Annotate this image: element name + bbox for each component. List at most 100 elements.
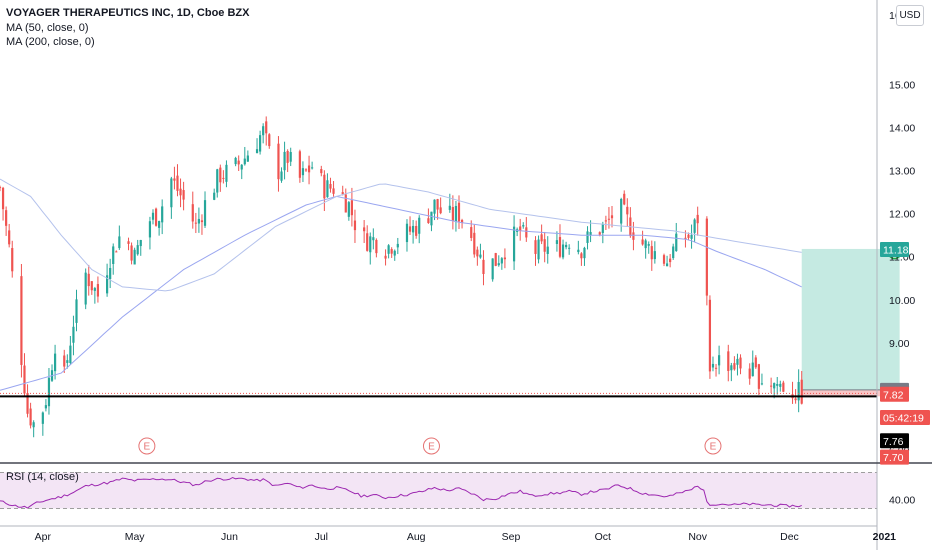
candle-body — [632, 232, 635, 240]
candle-body — [246, 155, 249, 162]
price-tag-label: 05:42:19 — [883, 413, 924, 425]
target-zone — [801, 248, 900, 390]
candle-body — [75, 299, 78, 323]
candles — [0, 116, 803, 438]
candle-body — [268, 134, 271, 147]
candle-body — [219, 167, 222, 183]
earnings-marker-icon — [704, 437, 722, 455]
stop-zone — [801, 389, 900, 397]
rsi-legend[interactable]: RSI (14, close) — [6, 471, 79, 483]
candle-body — [66, 360, 69, 363]
candle-body — [439, 207, 442, 214]
candle-body — [733, 363, 736, 370]
symbol-title[interactable]: VOYAGER THERAPEUTICS INC, 1D, Cboe BZX — [6, 7, 250, 19]
candle-body — [265, 121, 268, 134]
candle-body — [669, 258, 672, 263]
candle-body — [672, 246, 675, 259]
candle-body — [586, 231, 589, 243]
candle-body — [353, 220, 357, 231]
candle-body — [577, 249, 580, 253]
earnings-marker-icon — [138, 437, 156, 455]
earnings-marker-label: E — [710, 442, 717, 453]
candle-body — [503, 257, 506, 260]
candle-body — [47, 377, 51, 407]
candle-body — [8, 230, 11, 245]
candle-body — [0, 187, 2, 189]
candle-body — [350, 200, 353, 216]
candle-body — [63, 355, 66, 367]
candle-body — [540, 234, 543, 242]
candle-body — [90, 281, 93, 291]
currency-button[interactable]: USD — [896, 5, 924, 26]
candle-body — [604, 220, 607, 222]
candle-body — [782, 382, 785, 392]
candle-body — [770, 385, 773, 387]
candle-body — [203, 200, 207, 226]
price-axis-label: 10.00 — [889, 295, 915, 307]
candle-body — [408, 226, 412, 232]
candle-body — [20, 276, 23, 365]
candle-body — [323, 174, 326, 199]
candle-body — [84, 272, 87, 305]
price-axis-label: 14.00 — [889, 122, 915, 134]
earnings-marker-label: E — [144, 442, 151, 453]
candle-body — [662, 255, 666, 264]
candle-body — [454, 205, 458, 222]
candle-body — [650, 246, 653, 260]
candle-body — [415, 225, 418, 236]
candle-body — [240, 164, 243, 170]
price-tag-bg — [880, 433, 909, 449]
candle-body — [53, 353, 57, 372]
candle-body — [329, 183, 332, 189]
ma200-line — [0, 178, 802, 292]
horizontal-level[interactable] — [0, 392, 877, 398]
candle-body — [665, 263, 669, 267]
candle-body — [197, 218, 200, 224]
candle-body — [225, 164, 228, 182]
ma50-line — [0, 195, 802, 391]
candle-body — [482, 259, 485, 275]
candle-body — [375, 239, 378, 254]
candle-body — [558, 237, 562, 257]
ma50-legend[interactable]: MA (50, close, 0) — [6, 21, 89, 34]
candle-body — [170, 178, 173, 208]
candle-body — [522, 225, 525, 227]
candle-body — [304, 169, 308, 171]
candle-body — [561, 244, 565, 258]
candle-body — [537, 239, 540, 260]
ma200-legend[interactable]: MA (200, close, 0) — [6, 36, 95, 48]
candle-body — [243, 158, 246, 165]
candle-body — [109, 267, 112, 280]
price-tag-bg — [880, 386, 909, 402]
candle-body — [705, 218, 708, 296]
candle-body — [405, 223, 409, 243]
candle-body — [44, 405, 47, 409]
candle-body — [393, 250, 396, 256]
candle-body — [583, 247, 586, 259]
price-axis-label: 12.00 — [889, 209, 915, 221]
time-axis-label: Aug — [407, 531, 426, 543]
price-tag-label: 7.76 — [883, 436, 904, 448]
candle-body — [191, 204, 194, 222]
candle-body — [176, 175, 179, 191]
price-axis[interactable]: 15.0014.0013.0012.0011.0010.009.008.006.… — [889, 10, 915, 507]
price-tag-bg — [880, 410, 930, 426]
candle-body — [491, 258, 494, 280]
time-axis-label: May — [125, 531, 146, 543]
candle-body — [418, 217, 421, 234]
candle-body — [598, 232, 601, 235]
price-axis-label: 9.00 — [889, 338, 910, 350]
position-tool[interactable] — [801, 244, 902, 397]
candle-body — [396, 243, 399, 248]
rsi-axis-label: 40.00 — [889, 495, 915, 507]
candle-body — [601, 224, 604, 233]
earnings-marker-icon — [422, 437, 440, 455]
rsi-path — [0, 476, 802, 509]
time-axis[interactable]: AprMayJunJulAugSepOctNovDec2021Feb — [35, 531, 932, 543]
candle-body — [29, 408, 32, 426]
candle-body — [390, 249, 393, 254]
candle-body — [366, 233, 369, 251]
